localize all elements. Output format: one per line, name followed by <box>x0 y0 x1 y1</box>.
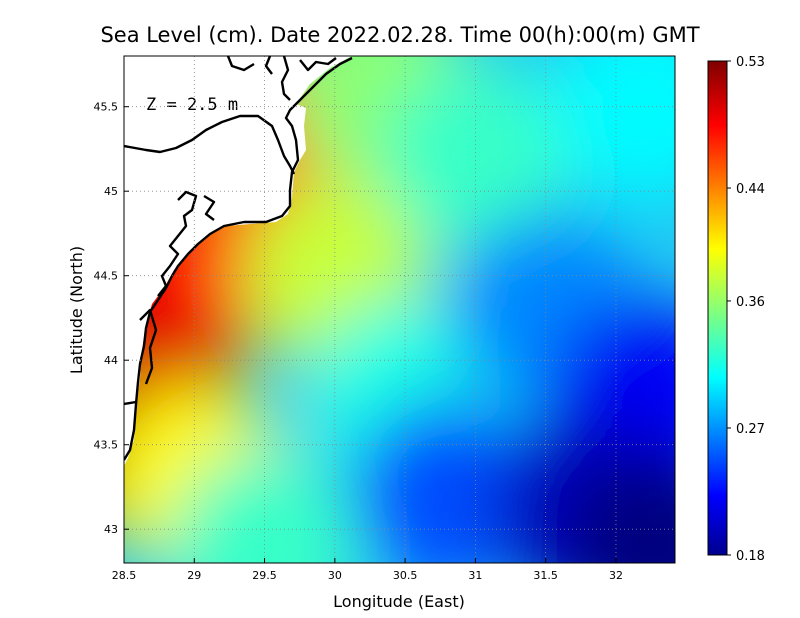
y-tick-label: 43 <box>104 523 118 536</box>
y-axis: 43 43.5 44 44.5 45 45.5 <box>94 101 129 536</box>
crimea-coast <box>124 114 296 175</box>
x-tick-label: 30.5 <box>393 569 418 582</box>
land-area <box>124 56 352 466</box>
x-tick-label: 31.5 <box>533 569 558 582</box>
y-tick-label: 44.5 <box>94 270 119 283</box>
colorbar-gradient <box>707 60 728 556</box>
y-tick-label: 43.5 <box>94 439 119 452</box>
y-tick-label: 44 <box>104 354 118 367</box>
colorbar-tick-label: 0.53 <box>736 55 765 70</box>
colorbar-tick-label: 0.44 <box>736 182 765 197</box>
x-tick-label: 32 <box>609 569 623 582</box>
colorbar-tick-label: 0.36 <box>736 295 765 310</box>
field-sample-blob <box>380 62 571 253</box>
x-axis: 28.5 29 29.5 30 30.5 31 31.5 32 <box>112 558 623 582</box>
x-tick-label: 31 <box>468 569 482 582</box>
colorbar-ticks: 0.53 0.44 0.36 0.27 0.18 <box>727 55 765 564</box>
delta-lakes <box>226 56 337 101</box>
x-tick-label: 28.5 <box>112 569 137 582</box>
x-tick-label: 29.5 <box>252 569 277 582</box>
field-sample-blob <box>169 451 360 563</box>
colorbar: 0.53 0.44 0.36 0.27 0.18 <box>707 55 765 564</box>
plot-frame <box>123 55 676 564</box>
x-tick-label: 29 <box>187 569 201 582</box>
depth-annotation: Z = 2.5 m <box>146 95 238 115</box>
y-axis-label: Latitude (North) <box>67 246 86 374</box>
chart-title: Sea Level (cm). Date 2022.02.28. Time 00… <box>100 23 699 47</box>
field-sample-blob <box>563 451 675 563</box>
plot-area: Z = 2.5 m <box>124 56 675 563</box>
colorbar-tick-label: 0.27 <box>736 422 765 437</box>
y-tick-label: 45.5 <box>94 101 119 114</box>
lagoon-coast <box>124 190 216 406</box>
x-tick-label: 30 <box>328 569 342 582</box>
colorbar-tick-label: 0.18 <box>736 549 765 564</box>
x-axis-label: Longitude (East) <box>333 592 465 611</box>
field-sample-blob <box>549 56 675 202</box>
y-tick-label: 45 <box>104 185 118 198</box>
grid <box>124 56 675 563</box>
